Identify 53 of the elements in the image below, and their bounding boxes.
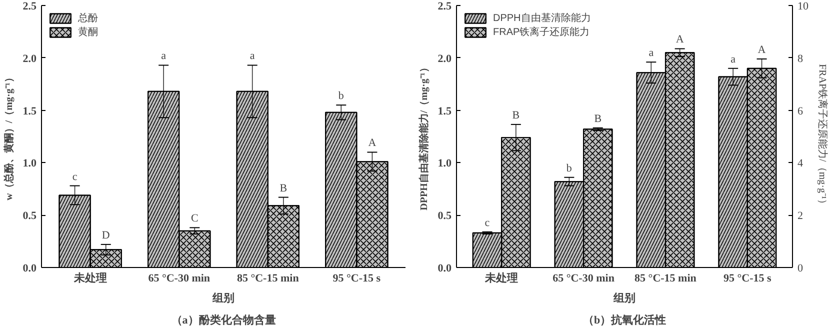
x-tick-label: 未处理 [72,272,107,284]
y-tick-label: 0.5 [438,210,452,222]
data-label: a [161,50,166,62]
y-tick-label: 2.0 [22,52,37,65]
legend-label: 总酚 [78,12,98,25]
y-tick-label: 0.5 [22,210,37,222]
text: （a）酚类化合物含量 [171,314,276,326]
y-tick-label: 1.5 [22,105,37,118]
data-label: B [594,112,602,125]
x-tick-label: 85 °C-15 min [634,272,696,284]
data-label: c [484,216,490,229]
data-label: A [758,44,766,56]
data-label: B [512,109,520,122]
x-tick-label: 65 °C-30 min [148,272,210,284]
y2-tick-label: 6 [798,105,804,118]
data-label: a [730,53,736,66]
data-label: C [190,212,198,225]
data-label: a [250,50,255,62]
x-tick-label: 未处理 [484,272,518,284]
y-tick-label: 1.5 [438,105,452,118]
y-tick-label: 0.0 [22,262,37,274]
x-tick-label: 65 °C-30 min [552,272,614,284]
text: （b）抗氧化活性 [582,314,666,326]
y2-tick-label: 10 [798,0,809,12]
legend-label: DPPH自由基清除能力 [493,12,591,25]
data-label: c [72,170,78,183]
x-tick-label: 95 °C-15 s [724,272,772,284]
x-axis-title: 组别 [612,292,636,304]
legend-label: 黄酮 [78,26,98,39]
data-label: b [566,162,572,174]
y2-tick-label: 4 [798,158,804,170]
y-tick-label: 1.0 [438,158,452,170]
y2-axis-title: FRAP铁离子还原能力/（mg·g⁻¹） [816,64,828,209]
y-tick-label: 2.5 [438,0,452,12]
y2-tick-label: 8 [798,52,804,65]
data-label: b [338,90,344,102]
data-label: A [676,34,684,46]
x-tick-label: 85 °C-15 min [236,272,299,284]
y-tick-label: 2.0 [438,52,452,65]
legend-label: FRAP铁离子还原能力 [493,26,590,39]
y2-tick-label: 0 [798,262,804,274]
y2-tick-label: 2 [798,210,803,222]
data-label: A [368,137,376,150]
y-tick-label: 0.0 [438,262,452,274]
y-axis-title: w（总酚、黄酮）/（mg·g⁻¹） [2,72,15,200]
data-label: B [280,182,288,194]
y-axis-title: DPPH自由基清除能力/（mg·g⁻¹） [418,62,430,210]
y-tick-label: 1.0 [22,158,37,170]
data-label: a [648,47,654,60]
x-tick-label: 95 °C-15 s [332,272,382,284]
data-label: D [102,229,110,242]
y-tick-label: 2.5 [22,0,37,12]
x-axis-title: 组别 [212,292,234,304]
